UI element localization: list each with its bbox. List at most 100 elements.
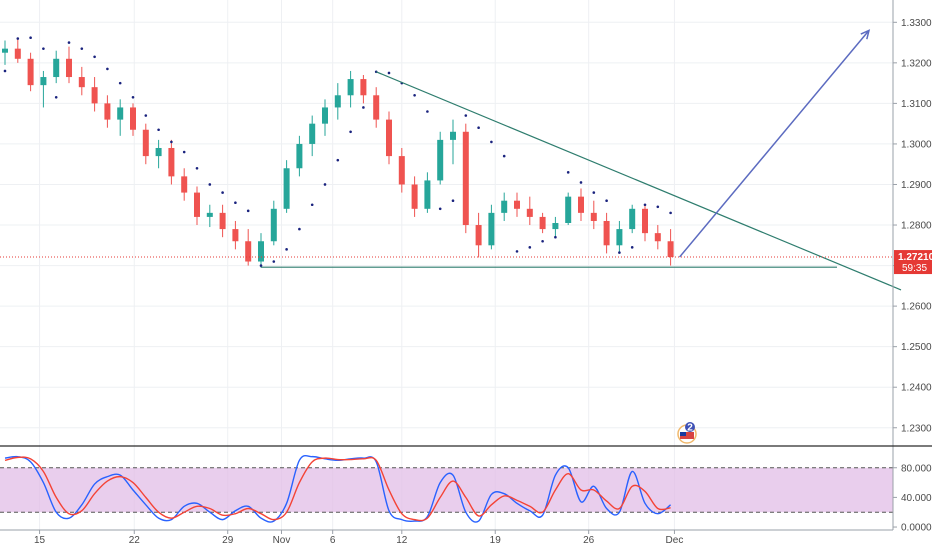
sar-dot bbox=[413, 93, 416, 97]
time-tick-label: 12 bbox=[396, 535, 408, 546]
sar-dot bbox=[477, 126, 480, 130]
candle-body bbox=[603, 220, 610, 246]
candle-body bbox=[539, 216, 546, 230]
candle-body bbox=[296, 143, 303, 169]
candle bbox=[450, 119, 456, 165]
sar-dot bbox=[42, 47, 45, 50]
price-tick-label: 1.24000 bbox=[901, 383, 932, 394]
price-tick-label: 1.26000 bbox=[901, 302, 932, 313]
candle-body bbox=[629, 208, 636, 230]
time-tick-label: Dec bbox=[666, 535, 684, 546]
last-price-marker bbox=[894, 250, 932, 275]
candle bbox=[283, 160, 290, 213]
candle bbox=[334, 83, 341, 120]
event-count: 2 bbox=[687, 423, 693, 434]
candle-body bbox=[91, 87, 98, 104]
time-tick-label: 26 bbox=[583, 535, 595, 546]
candle-body bbox=[373, 95, 380, 120]
candle-body bbox=[40, 77, 47, 86]
sar-dot bbox=[579, 181, 583, 184]
candle bbox=[642, 204, 648, 242]
candle-body bbox=[411, 184, 418, 209]
candle-body bbox=[386, 119, 392, 157]
candle bbox=[245, 229, 252, 266]
candle bbox=[488, 204, 495, 250]
candle-body bbox=[514, 200, 520, 209]
candle bbox=[386, 111, 392, 165]
candle-body bbox=[450, 131, 456, 140]
candle bbox=[578, 188, 584, 221]
candle bbox=[27, 52, 34, 92]
candle-body bbox=[53, 58, 60, 78]
time-tick-label: 6 bbox=[330, 535, 336, 546]
sar-dot bbox=[323, 183, 327, 186]
sar-dot bbox=[234, 201, 237, 205]
candle bbox=[219, 204, 226, 238]
candle bbox=[2, 40, 8, 65]
candle bbox=[411, 176, 418, 217]
sar-dot bbox=[67, 41, 71, 44]
stochastic-panel bbox=[0, 454, 893, 523]
event-badge[interactable]: 2 bbox=[677, 422, 697, 444]
stochastic-k-line bbox=[4, 454, 672, 523]
candle bbox=[590, 200, 597, 230]
price-tick-label: 1.23000 bbox=[901, 423, 932, 434]
candle-body bbox=[424, 180, 431, 209]
candle bbox=[296, 135, 303, 177]
candle-body bbox=[462, 131, 469, 226]
candle-body bbox=[616, 229, 623, 246]
sar-dot bbox=[131, 96, 135, 99]
sar-dot bbox=[426, 110, 429, 113]
candle bbox=[360, 75, 367, 104]
sar-dot bbox=[54, 96, 58, 99]
bar-countdown-label: 59:35 bbox=[902, 263, 927, 274]
candle-body bbox=[398, 156, 405, 185]
candle-body bbox=[501, 200, 508, 213]
candle bbox=[514, 192, 520, 217]
sar-dot bbox=[285, 248, 288, 251]
projection-arrow-head bbox=[860, 29, 871, 40]
candle bbox=[168, 139, 175, 185]
candle bbox=[66, 46, 72, 84]
candle bbox=[104, 95, 111, 128]
sar-dot bbox=[310, 203, 314, 207]
candle bbox=[40, 70, 47, 108]
sar-dot bbox=[592, 191, 596, 194]
sar-dot bbox=[605, 199, 608, 202]
candle bbox=[501, 192, 508, 221]
sar-dot bbox=[669, 211, 672, 215]
candle bbox=[155, 139, 162, 169]
sar-dot bbox=[3, 69, 7, 73]
sar-dot bbox=[618, 251, 621, 254]
candle-body bbox=[334, 95, 341, 108]
candle-body bbox=[168, 147, 175, 177]
sar-dot bbox=[349, 130, 352, 134]
sar-dot bbox=[541, 239, 544, 243]
price-axis: 1.33000 1.32000 1.31000 1.30000 1.29000 1.280… bbox=[0, 0, 932, 534]
candle bbox=[424, 172, 431, 213]
candle-body bbox=[526, 208, 533, 217]
price-tick-label: 1.28000 bbox=[901, 221, 932, 232]
sar-dot bbox=[157, 128, 160, 132]
sar-dot bbox=[336, 158, 340, 162]
candle-body bbox=[283, 168, 290, 209]
candle-body bbox=[475, 225, 482, 246]
sar-dot bbox=[246, 209, 250, 213]
candle-body bbox=[232, 229, 239, 242]
candle-body bbox=[309, 123, 316, 144]
candle-body bbox=[347, 79, 354, 96]
sar-dot bbox=[93, 55, 96, 59]
sar-dot bbox=[643, 203, 647, 207]
sar-dot bbox=[656, 205, 660, 209]
candle-body bbox=[155, 147, 162, 157]
candle-body bbox=[66, 58, 72, 78]
candle-body bbox=[578, 196, 584, 213]
time-tick-label: Nov bbox=[273, 535, 291, 546]
sar-dot bbox=[16, 37, 20, 40]
candle-body bbox=[219, 212, 226, 230]
candle bbox=[526, 196, 533, 226]
candle bbox=[603, 212, 610, 254]
candle bbox=[322, 99, 328, 136]
candle bbox=[667, 229, 674, 266]
